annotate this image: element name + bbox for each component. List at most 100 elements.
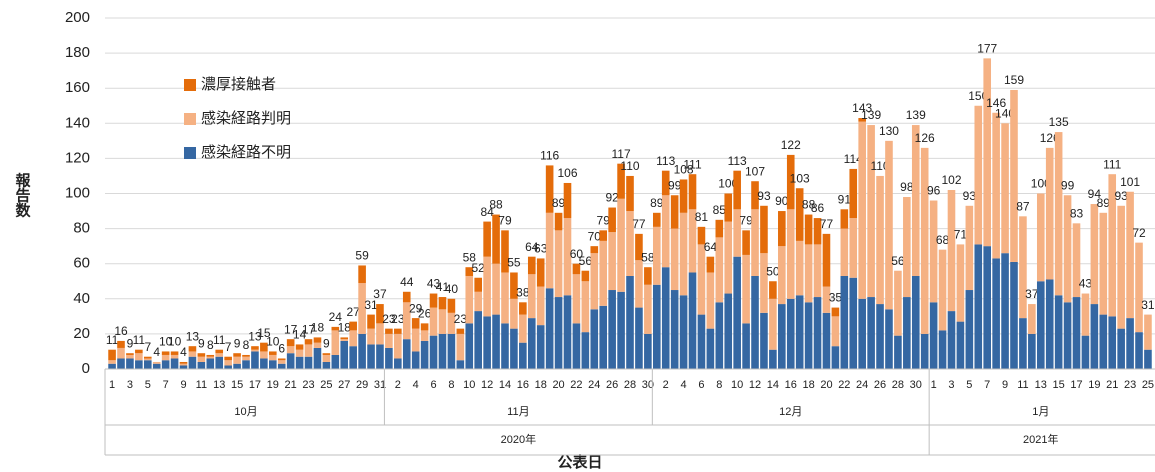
bar-segment	[920, 147, 929, 334]
bar-segment	[322, 354, 331, 362]
bar-segment	[527, 274, 536, 319]
total-label: 38	[516, 285, 530, 299]
total-label: 116	[540, 149, 559, 163]
x-tick-label: 1	[109, 379, 115, 391]
y-tick-label: 80	[73, 220, 90, 237]
x-tick-label: 7	[984, 379, 990, 391]
total-label: 93	[963, 189, 977, 203]
total-label: 99	[668, 178, 682, 192]
bar-segment	[224, 356, 232, 361]
bar-segment	[706, 256, 715, 273]
total-label: 9	[127, 336, 134, 350]
total-label: 35	[829, 291, 843, 305]
x-tick-label: 9	[180, 379, 186, 391]
bar-segment	[1063, 195, 1072, 303]
bar-segment	[652, 226, 661, 285]
bar-segment	[188, 346, 197, 352]
bar-segment	[465, 267, 474, 276]
total-label: 130	[879, 124, 899, 138]
total-label: 55	[507, 256, 521, 270]
bar-segment	[697, 314, 706, 369]
bar-segment	[206, 354, 215, 357]
total-label: 31	[1141, 298, 1155, 312]
bar-segment	[778, 211, 786, 247]
total-label: 72	[1132, 226, 1146, 240]
bar-segment	[536, 258, 545, 287]
bar-segment	[1117, 328, 1125, 369]
bar-segment	[438, 297, 447, 310]
bar-segment	[706, 272, 715, 329]
total-label: 93	[757, 189, 771, 203]
bar-segment	[483, 221, 491, 257]
x-tick-label: 20	[552, 379, 564, 391]
bar-segment	[590, 246, 599, 254]
bar-segment	[438, 309, 447, 334]
bar-segment	[858, 298, 866, 369]
x-tick-label: 24	[588, 379, 600, 391]
total-label: 18	[338, 321, 352, 335]
bar-segment	[769, 281, 777, 299]
x-tick-label: 4	[413, 379, 419, 391]
bar-segment	[572, 263, 581, 275]
x-tick-label: 23	[302, 379, 314, 391]
bar-segment	[188, 351, 197, 357]
bar-segment	[867, 125, 875, 298]
bar-segment	[778, 246, 786, 305]
bar-segment	[429, 293, 438, 308]
bar-segment	[1090, 204, 1099, 305]
y-tick-label: 60	[73, 255, 90, 272]
bar-segment	[501, 272, 509, 324]
bar-segment	[269, 351, 277, 355]
bar-segment	[742, 323, 750, 369]
bar-segment	[563, 295, 572, 369]
bar-segment	[242, 354, 250, 357]
x-tick-label: 18	[802, 379, 814, 391]
bar-segment	[376, 344, 384, 369]
bar-segment	[679, 212, 688, 296]
bar-segment	[786, 154, 795, 210]
total-label: 60	[570, 247, 584, 261]
bar-segment	[492, 263, 500, 315]
bar-segment	[313, 342, 322, 348]
bar-segment	[135, 360, 143, 369]
bar-segment	[135, 353, 143, 361]
bar-segment	[349, 321, 357, 331]
bar-segment	[402, 339, 411, 369]
x-tick-label: 22	[570, 379, 582, 391]
total-label: 18	[311, 321, 325, 335]
bar-segment	[590, 253, 599, 310]
bar-segment	[179, 365, 188, 369]
x-tick-label: 6	[430, 379, 436, 391]
bar-segment	[126, 354, 134, 359]
bar-segment	[197, 361, 206, 369]
total-label: 11	[213, 333, 226, 347]
bar-segment	[474, 311, 482, 369]
bar-segment	[760, 312, 768, 369]
bar-segment	[626, 175, 634, 212]
bar-segment	[420, 340, 429, 369]
total-label: 135	[1049, 115, 1069, 129]
total-label: 8	[243, 338, 250, 352]
total-label: 85	[713, 203, 727, 217]
x-tick-label: 17	[1070, 379, 1082, 391]
bar-segment	[1036, 193, 1045, 282]
total-label: 6	[278, 342, 285, 356]
bar-segment	[1072, 223, 1081, 298]
bar-segment	[492, 214, 500, 264]
bar-segment	[956, 244, 965, 322]
total-label: 4	[180, 345, 187, 359]
bar-segment	[804, 214, 813, 245]
bar-segment	[983, 246, 992, 369]
x-tick-label: 21	[285, 379, 297, 391]
bar-segment	[617, 163, 625, 199]
bar-segment	[1054, 295, 1063, 369]
y-axis-title: 報告数	[14, 172, 31, 219]
bar-segment	[260, 358, 268, 369]
bar-segment	[340, 340, 349, 369]
year-label: 2020年	[501, 432, 536, 446]
bar-segment	[411, 351, 420, 369]
total-label: 23	[382, 312, 396, 326]
bar-segment	[635, 233, 643, 261]
bar-segment	[179, 361, 188, 364]
